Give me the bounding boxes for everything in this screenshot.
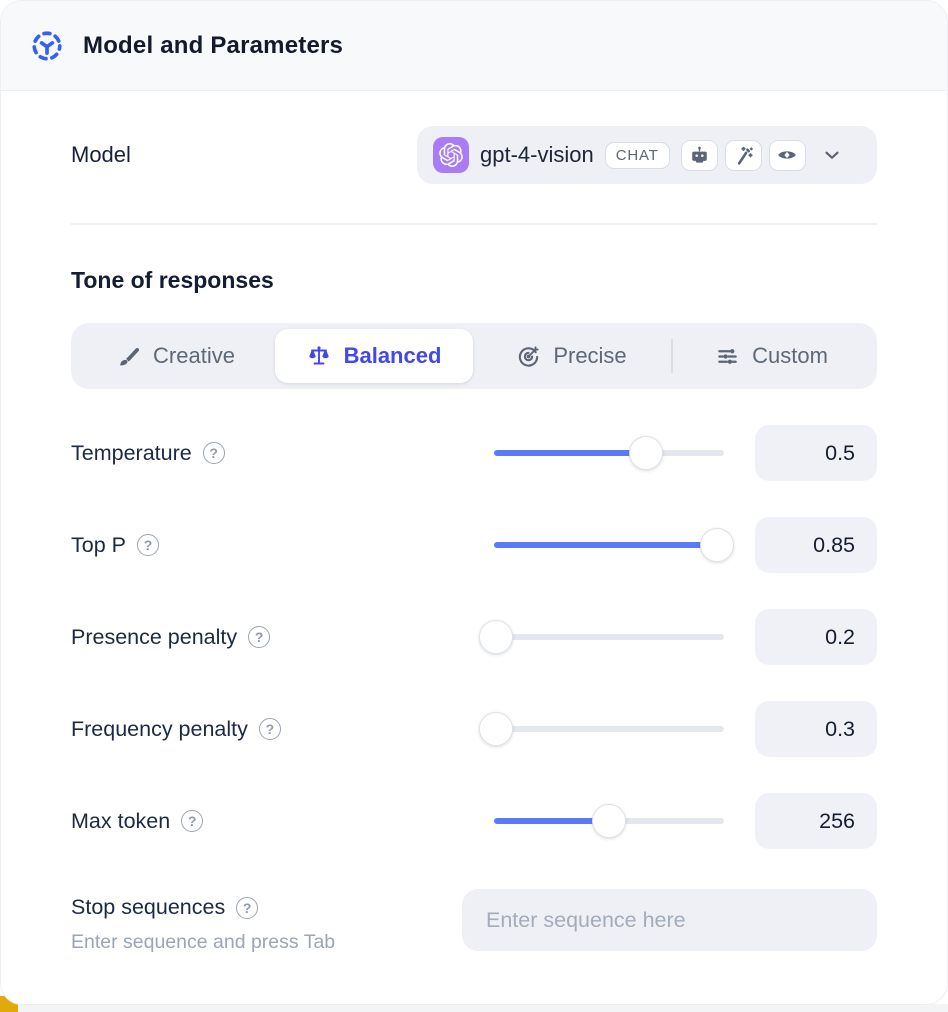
parameter-slider[interactable]: [479, 711, 724, 747]
slider-thumb[interactable]: [700, 528, 735, 562]
model-hub-icon: [29, 28, 65, 64]
slider-thumb[interactable]: [479, 620, 514, 654]
parameter-slider[interactable]: [479, 619, 724, 655]
parameter-label: Temperature: [71, 440, 192, 465]
model-label: Model: [71, 142, 131, 167]
robot-icon: [680, 139, 718, 171]
slider-thumb[interactable]: [479, 712, 514, 746]
slider-thumb[interactable]: [592, 804, 626, 838]
segment-divider: [671, 339, 673, 373]
tone-option-label: Balanced: [343, 343, 442, 368]
page-background-strip: [0, 1004, 948, 1012]
parameter-label: Top P: [71, 532, 126, 557]
openai-logo-icon: [433, 137, 469, 173]
model-capability-badges: [680, 139, 806, 171]
sliders-icon: [718, 348, 737, 364]
selected-model-name: gpt-4-vision: [480, 142, 594, 167]
parameter-rows: Temperature ? 0.5 Top P ? 0.85 Presence …: [71, 425, 877, 849]
tone-option-label: Creative: [153, 343, 235, 368]
stop-sequences-hint: Enter sequence and press Tab: [71, 931, 336, 953]
stop-sequences-label: Stop sequences: [71, 895, 226, 919]
tone-option-balanced[interactable]: Balanced: [275, 329, 473, 383]
tone-option-precise[interactable]: Precise: [473, 329, 671, 383]
tone-option-creative[interactable]: Creative: [77, 329, 275, 383]
parameter-label: Max token: [71, 808, 171, 833]
parameter-label: Frequency penalty: [71, 716, 248, 741]
stop-sequence-input[interactable]: [462, 889, 877, 951]
slider-thumb[interactable]: [628, 436, 663, 470]
panel-header: Model and Parameters: [1, 1, 947, 91]
section-divider: [71, 223, 877, 225]
help-icon[interactable]: ?: [181, 810, 204, 832]
help-icon[interactable]: ?: [258, 718, 281, 740]
model-type-badge: CHAT: [604, 141, 670, 169]
parameter-value[interactable]: 0.3: [755, 701, 877, 757]
parameter-row: Presence penalty ? 0.2: [71, 609, 877, 665]
parameter-value[interactable]: 256: [755, 793, 877, 849]
tone-option-label: Custom: [752, 343, 828, 368]
parameter-row: Frequency penalty ? 0.3: [71, 701, 877, 757]
balance-scale-icon: [308, 346, 329, 365]
slider-fill: [494, 450, 646, 456]
parameter-value[interactable]: 0.2: [755, 609, 877, 665]
slider-track[interactable]: [494, 634, 724, 640]
panel-title: Model and Parameters: [83, 31, 344, 59]
paintbrush-icon: [120, 347, 140, 366]
parameter-slider[interactable]: [494, 435, 724, 471]
tone-section-title: Tone of responses: [71, 267, 274, 293]
help-icon[interactable]: ?: [202, 442, 225, 464]
slider-fill: [494, 818, 609, 824]
tone-option-custom[interactable]: Custom: [673, 329, 871, 383]
help-icon[interactable]: ?: [136, 534, 159, 556]
stop-sequences-labels: Stop sequences ? Enter sequence and pres…: [71, 889, 462, 954]
tone-segmented-control: Creative Balanced Pre: [71, 323, 877, 389]
chevron-down-icon: [821, 144, 843, 166]
vision-eye-icon: [768, 139, 806, 171]
parameter-value[interactable]: 0.5: [755, 425, 877, 481]
stop-sequences-row: Stop sequences ? Enter sequence and pres…: [71, 889, 877, 954]
model-row: Model gpt-4-vision CHAT: [71, 126, 877, 184]
parameter-label: Presence penalty: [71, 624, 238, 649]
parameter-value[interactable]: 0.85: [755, 517, 877, 573]
parameter-slider[interactable]: [494, 527, 735, 563]
parameter-row: Max token ? 256: [71, 793, 877, 849]
target-icon: [519, 345, 539, 367]
parameter-row: Top P ? 0.85: [71, 517, 877, 573]
tone-option-label: Precise: [553, 343, 627, 368]
help-icon[interactable]: ?: [236, 896, 259, 919]
parameter-row: Temperature ? 0.5: [71, 425, 877, 481]
parameter-slider[interactable]: [494, 803, 724, 839]
help-icon[interactable]: ?: [248, 626, 271, 648]
model-select-dropdown[interactable]: gpt-4-vision CHAT: [417, 126, 877, 184]
magic-wand-icon: [724, 139, 762, 171]
slider-fill: [494, 542, 718, 548]
slider-track[interactable]: [494, 726, 724, 732]
